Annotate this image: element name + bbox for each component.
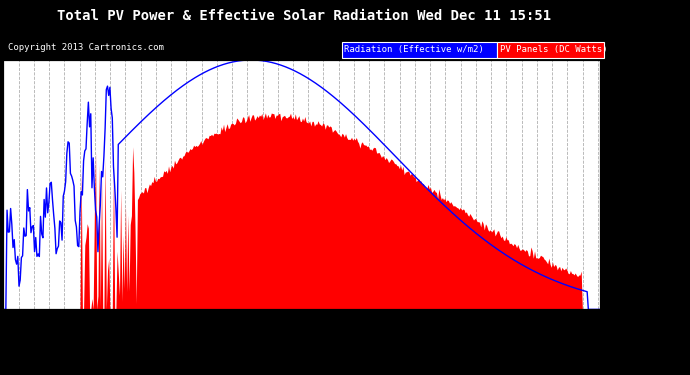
Text: PV Panels (DC Watts): PV Panels (DC Watts) [500, 45, 607, 54]
Text: Copyright 2013 Cartronics.com: Copyright 2013 Cartronics.com [8, 43, 164, 52]
Text: Total PV Power & Effective Solar Radiation Wed Dec 11 15:51: Total PV Power & Effective Solar Radiati… [57, 9, 551, 23]
Text: Radiation (Effective w/m2): Radiation (Effective w/m2) [344, 45, 484, 54]
